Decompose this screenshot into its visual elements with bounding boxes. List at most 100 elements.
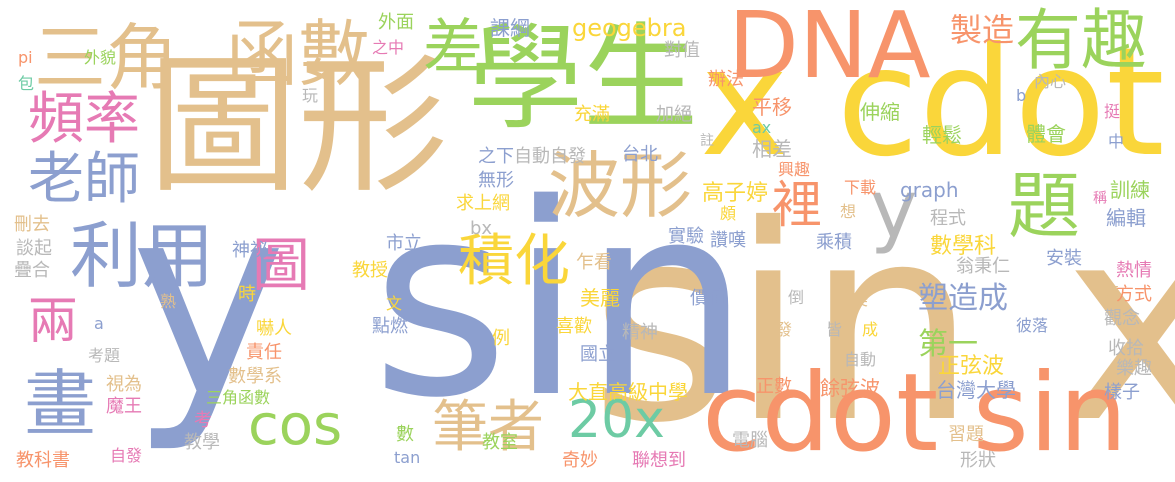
word-cloud-word: 積化 bbox=[458, 229, 570, 294]
word-cloud-word: 國立 bbox=[580, 344, 616, 365]
word-cloud-word: DNA bbox=[728, 0, 931, 99]
word-cloud-word: 數 bbox=[396, 424, 414, 445]
word-cloud-word: 外貌 bbox=[84, 48, 117, 67]
word-cloud-word: bx bbox=[470, 218, 493, 239]
word-cloud-word: 圖形 bbox=[148, 40, 449, 214]
word-cloud-word: 裡 bbox=[772, 176, 822, 234]
word-cloud-word: 電腦 bbox=[732, 430, 768, 451]
word-cloud-word: geogebra bbox=[572, 14, 687, 42]
word-cloud-word: 美麗 bbox=[580, 286, 620, 310]
word-cloud-word: 魔王 bbox=[106, 396, 142, 417]
word-cloud-word: 美 bbox=[852, 290, 869, 309]
word-cloud-word: 對值 bbox=[664, 40, 700, 61]
word-cloud-word: 頗 bbox=[720, 204, 737, 223]
word-cloud-word: 安裝 bbox=[1046, 248, 1082, 269]
word-cloud-word: 自動自發 bbox=[514, 146, 586, 167]
word-cloud-word: 文 bbox=[386, 294, 403, 313]
word-cloud-word: cdot sin bbox=[702, 351, 1128, 476]
word-cloud-word: 自發 bbox=[110, 446, 143, 465]
word-cloud-word: 伸縮 bbox=[860, 100, 900, 124]
word-cloud-word: 樣子 bbox=[1104, 382, 1140, 403]
word-cloud-word: graph bbox=[900, 178, 959, 202]
word-cloud-word: 求上網 bbox=[456, 193, 510, 214]
word-cloud-word: 正數 bbox=[756, 376, 792, 397]
word-cloud-word: 稱 bbox=[1091, 190, 1107, 204]
word-cloud-word: 自動 bbox=[844, 350, 877, 369]
word-cloud-word: 畫 bbox=[24, 362, 97, 446]
word-cloud-word: 喜歡 bbox=[556, 316, 592, 337]
word-cloud-word: 塑造成 bbox=[918, 281, 1008, 316]
word-cloud-word: 發 bbox=[776, 320, 793, 339]
word-cloud-word: 無形 bbox=[478, 170, 514, 191]
word-cloud-word: 例 bbox=[492, 328, 510, 349]
word-cloud-word: 台灣大學 bbox=[936, 378, 1016, 402]
word-cloud-word: 函數 bbox=[226, 12, 371, 96]
word-cloud-word: pi bbox=[18, 48, 33, 67]
word-cloud-word: 疊合 bbox=[14, 260, 50, 281]
word-cloud-word: 波形 bbox=[548, 144, 693, 228]
word-cloud-word: 成 bbox=[862, 320, 879, 339]
word-cloud-word: 習題 bbox=[948, 424, 984, 445]
word-cloud-word: 大直高級中學 bbox=[568, 380, 688, 404]
word-cloud-word: 教學 bbox=[184, 432, 220, 453]
word-cloud-word: 神祕 bbox=[232, 240, 268, 261]
word-cloud-word: 教室 bbox=[482, 432, 518, 453]
word-cloud-word: 談起 bbox=[16, 238, 52, 259]
word-cloud-word: 辦法 bbox=[708, 69, 744, 90]
word-cloud-word: 20x bbox=[568, 390, 665, 450]
word-cloud-word: 題 bbox=[1008, 164, 1081, 248]
word-cloud-word: x cdot bbox=[700, 16, 1165, 190]
word-cloud-word: 兩 bbox=[28, 292, 78, 350]
word-cloud-word: 玩 bbox=[302, 86, 319, 105]
word-cloud-word: 形狀 bbox=[960, 450, 996, 471]
word-cloud-word: 點燃 bbox=[372, 316, 408, 337]
word-cloud-word: 想 bbox=[840, 202, 857, 221]
word-cloud-word: 興趣 bbox=[778, 160, 811, 179]
word-cloud-word: 註 bbox=[700, 133, 714, 149]
word-cloud-word: 高子婷 bbox=[702, 181, 769, 206]
word-cloud-word: 正弦波 bbox=[938, 354, 1005, 379]
word-cloud-word: 之下 bbox=[478, 146, 514, 167]
word-cloud-word: 收拾 bbox=[1108, 338, 1144, 359]
word-cloud-word: sin x bbox=[590, 167, 1175, 482]
word-cloud-word: 程式 bbox=[930, 208, 966, 229]
word-cloud-word: 圖 bbox=[252, 231, 311, 299]
word-cloud-word: 乘積 bbox=[816, 232, 852, 253]
word-cloud-word: 相差 bbox=[752, 137, 792, 161]
word-cloud-word: 加絕 bbox=[656, 104, 692, 125]
word-cloud-word: 外面 bbox=[378, 12, 414, 33]
word-cloud-word: 彼落 bbox=[1016, 316, 1049, 335]
word-cloud-word: 數學科 bbox=[930, 234, 997, 259]
word-cloud-word: tan bbox=[394, 448, 421, 467]
word-cloud-word: 方式 bbox=[1116, 284, 1152, 305]
word-cloud-word: 刪去 bbox=[14, 214, 50, 235]
word-cloud-word: 老師 bbox=[28, 147, 140, 212]
word-cloud-word: cos bbox=[248, 393, 343, 458]
word-cloud-word: 下載 bbox=[844, 178, 877, 197]
word-cloud-word: 讚嘆 bbox=[710, 230, 746, 251]
word-cloud-word: 皆 bbox=[826, 320, 843, 339]
word-cloud-word: 乍看 bbox=[576, 252, 612, 273]
word-cloud-word: 筆者 bbox=[432, 395, 544, 460]
word-cloud-word: 實驗 bbox=[668, 226, 704, 247]
word-cloud-word: 餘弦波 bbox=[820, 376, 880, 400]
word-cloud-word: 三角 bbox=[34, 16, 179, 100]
word-cloud-word: b bbox=[1016, 86, 1027, 105]
word-cloud-word: 倒 bbox=[788, 288, 805, 307]
word-cloud-word: 學生 bbox=[468, 12, 699, 146]
word-cloud-word: 數學系 bbox=[228, 366, 282, 387]
word-cloud-word: 嚇人 bbox=[256, 318, 292, 339]
word-cloud-word: 教科書 bbox=[16, 450, 70, 471]
word-cloud-word: 樂趣 bbox=[1116, 358, 1152, 379]
word-cloud-word: 輕鬆 bbox=[922, 123, 962, 147]
word-cloud-word: 考 bbox=[194, 410, 212, 431]
word-cloud-word: 聯想到 bbox=[632, 450, 686, 471]
word-cloud-word: 包 bbox=[18, 74, 35, 93]
word-cloud-word: 價值 bbox=[690, 288, 726, 309]
word-cloud-word: 訓練 bbox=[1110, 178, 1150, 202]
word-cloud-word: y sin bbox=[130, 148, 751, 456]
word-cloud-word: 利用 bbox=[70, 214, 215, 298]
word-cloud-word: 奇妙 bbox=[562, 450, 598, 471]
word-cloud-word: 時 bbox=[238, 284, 256, 305]
